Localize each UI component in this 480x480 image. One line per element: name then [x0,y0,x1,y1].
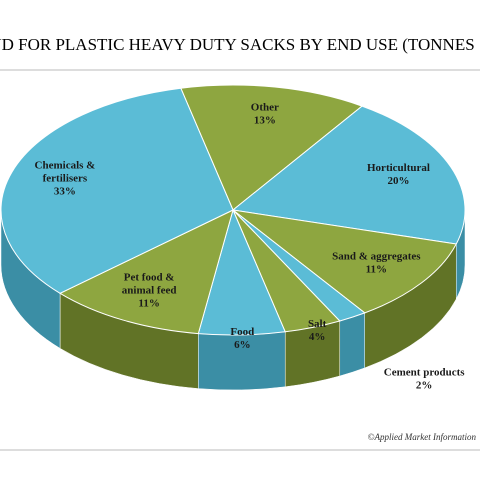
chart-title: ND FOR PLASTIC HEAVY DUTY SACKS BY END U… [0,35,475,54]
pie [0,84,466,391]
value-label: 13% [254,115,276,127]
slice-side [339,312,365,377]
value-label: 4% [309,331,326,343]
label-line: animal feed [122,285,177,297]
slice [0,87,234,294]
slice-label: Other [251,102,279,114]
source-note: ©Applied Market Information [368,432,477,442]
slice-label: Salt [308,318,327,330]
value-label: 33% [54,185,76,197]
label-line: Chemicals & [35,159,96,171]
value-label: 11% [366,263,387,275]
slice [231,105,466,245]
slice-label: Food [230,326,254,338]
slice-label: Cement products [384,366,465,378]
label-line: Pet food & [124,272,175,284]
slice [231,209,458,314]
label-line: fertilisers [43,172,88,184]
value-label: 11% [138,298,159,310]
slice [180,84,364,211]
slice-label: Horticultural [367,162,430,174]
slice [58,209,234,335]
slice-label: Chemicals & fertilisers [35,159,96,184]
slice-label: Pet food & animal feed [122,272,177,297]
value-label: 20% [387,175,409,187]
value-label: 2% [416,379,433,391]
slice-label: Sand & aggregates [332,250,421,262]
value-label: 6% [234,339,251,351]
